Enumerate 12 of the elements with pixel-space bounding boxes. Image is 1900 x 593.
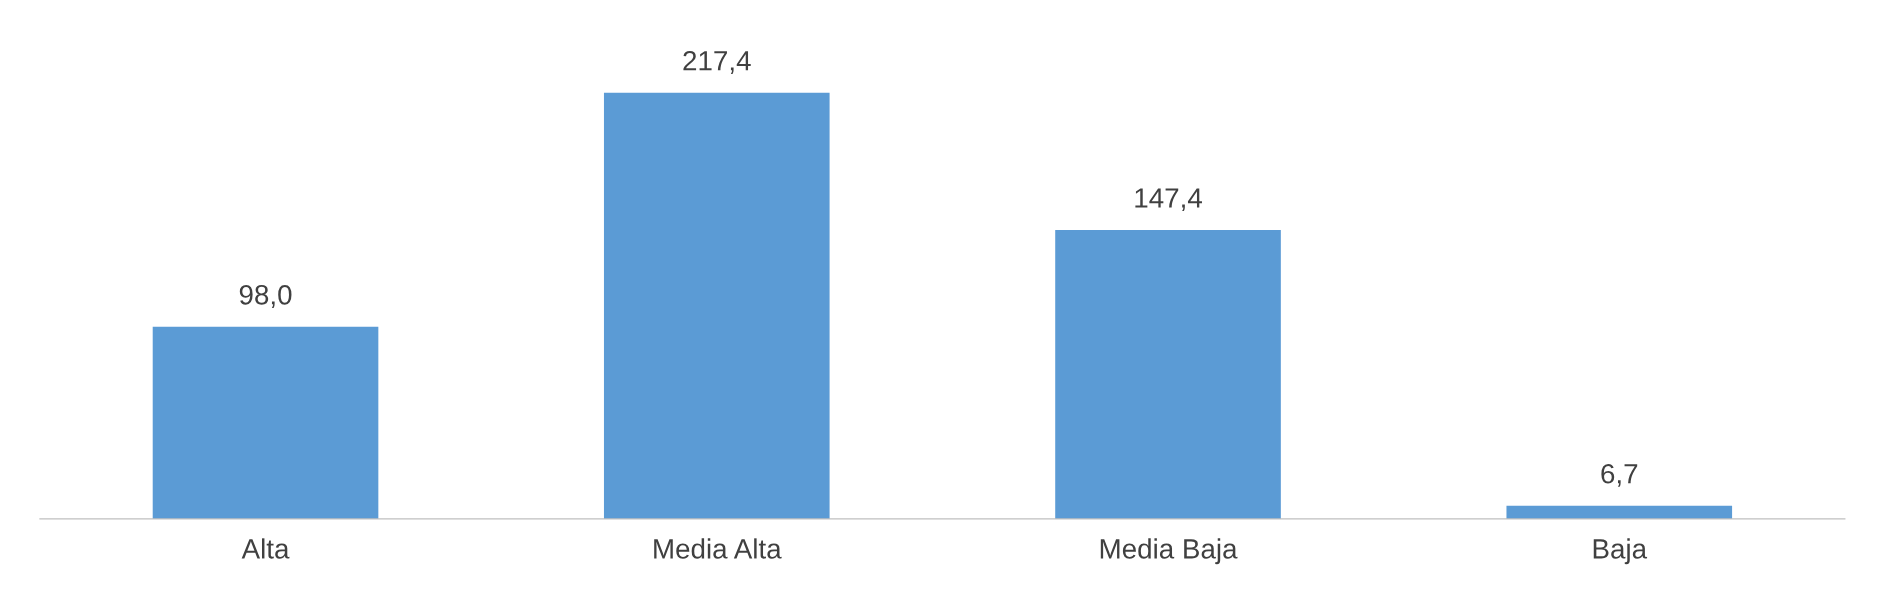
x-tick-label: Media Baja	[1100, 538, 1238, 565]
data-label: 147,4	[1135, 188, 1202, 212]
bar	[152, 326, 379, 519]
x-tick-label: Alta	[241, 538, 290, 559]
bar	[603, 92, 830, 519]
data-label: 217,4	[683, 50, 751, 74]
x-tick-label: Baja	[1593, 538, 1648, 565]
bar	[1055, 229, 1281, 519]
bar	[1506, 505, 1733, 519]
data-label: 6,7	[1601, 463, 1638, 487]
x-tick-label: Media Alta	[654, 538, 782, 559]
data-label: 98,0	[239, 284, 292, 308]
